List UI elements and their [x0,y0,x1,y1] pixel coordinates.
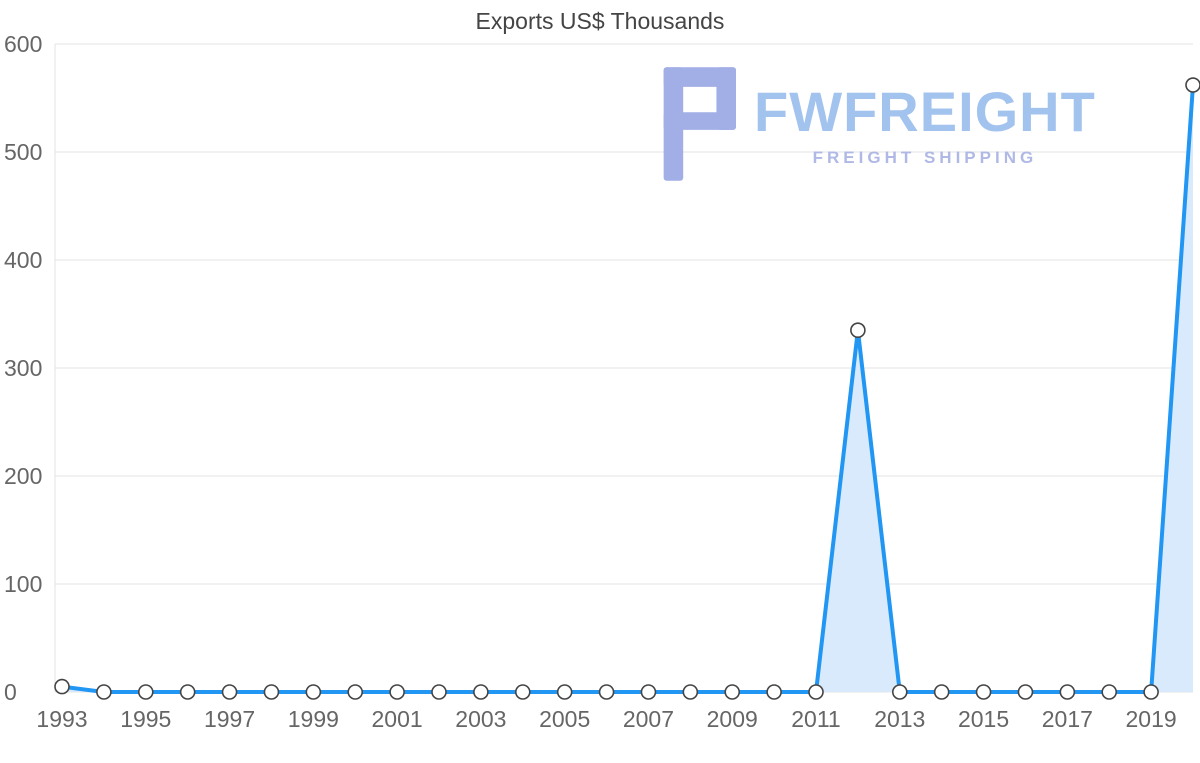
y-tick-label: 200 [4,463,42,489]
y-tick-label: 400 [4,247,42,273]
data-point[interactable] [221,684,238,700]
data-point[interactable] [766,684,782,700]
x-tick-label: 2009 [707,706,758,732]
data-point[interactable] [556,684,573,700]
data-point[interactable] [640,684,657,700]
data-point[interactable] [96,684,112,700]
x-tick-label: 1995 [120,706,171,732]
data-point[interactable] [347,684,364,700]
y-tick-label: 100 [4,571,42,597]
y-tick-label: 300 [4,355,42,381]
x-tick-label: 1999 [288,706,339,732]
data-point[interactable] [850,322,866,339]
area-fill [62,85,1193,693]
data-point[interactable] [808,684,824,700]
data-point[interactable] [1185,77,1200,93]
y-tick-label: 0 [4,679,17,705]
x-tick-label: 2011 [791,706,840,732]
data-point[interactable] [724,684,741,700]
data-point[interactable] [891,684,908,700]
data-point[interactable] [1143,684,1159,700]
data-point[interactable] [975,684,992,700]
x-tick-label: 2003 [455,706,506,732]
data-point[interactable] [263,684,280,700]
data-point[interactable] [933,684,950,700]
data-point[interactable] [682,684,699,700]
data-point[interactable] [473,684,489,700]
y-tick-label: 500 [4,139,42,165]
chart-title: Exports US$ Thousands [475,8,725,34]
data-point[interactable] [179,684,196,700]
x-tick-label: 2007 [623,706,674,732]
data-point[interactable] [54,678,70,695]
data-line [60,83,1195,694]
x-tick-label: 2017 [1042,706,1093,732]
x-tick-label: 2019 [1126,706,1177,732]
x-tick-label: 2013 [874,706,925,732]
data-point[interactable] [1059,684,1076,700]
x-tick-label: 1993 [36,706,87,732]
data-point[interactable] [1101,684,1118,700]
x-tick-label: 1997 [204,706,255,732]
x-tick-label: 2001 [372,706,423,732]
data-point[interactable] [305,684,322,700]
data-point[interactable] [514,684,531,700]
data-point[interactable] [137,684,154,700]
data-point[interactable] [431,684,447,700]
x-tick-label: 2015 [958,706,1009,732]
data-point[interactable] [598,684,615,700]
data-point[interactable] [389,684,405,700]
data-point[interactable] [1017,684,1034,700]
x-tick-label: 2005 [539,706,590,732]
y-tick-label: 600 [4,31,42,57]
